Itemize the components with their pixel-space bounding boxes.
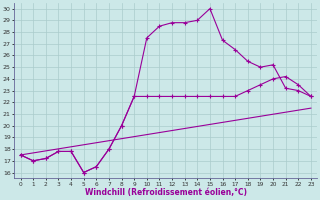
X-axis label: Windchill (Refroidissement éolien,°C): Windchill (Refroidissement éolien,°C) (85, 188, 247, 197)
